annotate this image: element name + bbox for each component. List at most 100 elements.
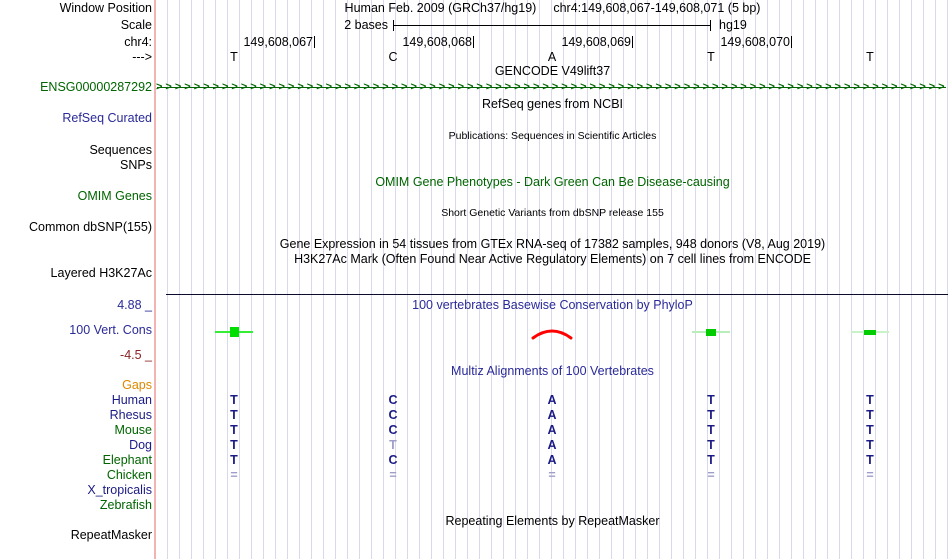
common-dbsnp-label[interactable]: Common dbSNP(155) [29,220,152,234]
window-position-title: Human Feb. 2009 (GRCh37/hg19) chr4:149,60… [155,1,950,15]
alignment-base: T [707,438,715,452]
gridline [299,0,300,559]
gridline [635,0,636,559]
gridline [947,0,948,559]
gridline [455,0,456,559]
alignment-base: T [230,438,238,452]
gridline [263,0,264,559]
gridline [479,0,480,559]
gridline [203,0,204,559]
conservation-track-title: 100 vertebrates Basewise Conservation by… [412,298,693,312]
alignment-base: = [389,468,397,482]
gridline [827,0,828,559]
gridline [731,0,732,559]
species-label-zebrafish[interactable]: Zebrafish [99,498,152,512]
gridline [515,0,516,559]
omim-track-title: OMIM Gene Phenotypes - Dark Green Can Be… [375,175,730,189]
gridline [419,0,420,559]
ruler-number: 149,608,067 [243,35,313,49]
gridline [167,0,168,559]
position-title: chr4:149,608,067-149,608,071 (5 bp) [553,1,761,15]
alignment-base: T [707,423,715,437]
alignment-base: A [547,453,557,467]
species-label-elephant[interactable]: Elephant [102,453,152,467]
species-label-x_tropicalis[interactable]: X_tropicalis [87,483,152,497]
gridline [707,0,708,559]
alignment-base: = [866,468,874,482]
scale-bar-tick [710,20,711,31]
alignment-base: T [866,423,874,437]
gridline [803,0,804,559]
window-position-row-label: Window Position [59,1,152,15]
gridline [359,0,360,559]
gridline [383,0,384,559]
gridline [791,0,792,559]
species-label-chicken[interactable]: Chicken [106,468,152,482]
gridline [467,0,468,559]
publications-label-snps[interactable]: SNPs [120,158,152,172]
alignment-base: = [707,468,715,482]
publications-label-sequences[interactable]: Sequences [89,143,152,157]
gridline [671,0,672,559]
gridline [215,0,216,559]
alignment-base: A [547,438,557,452]
alignment-base: T [230,393,238,407]
reference-base: T [230,50,238,64]
gridline [443,0,444,559]
alignment-base: = [230,468,238,482]
alignment-base: T [866,453,874,467]
gridline [659,0,660,559]
gridline [335,0,336,559]
ruler-number: 149,608,070 [720,35,790,49]
gridline [899,0,900,559]
scale-bar-assembly: hg19 [719,18,747,32]
scale-bar-label: 2 bases [344,18,388,32]
alignment-base: T [230,423,238,437]
repeatmasker-label[interactable]: RepeatMasker [70,528,152,542]
chrom-row-label: chr4: [124,35,152,49]
ruler-tick-mark [314,36,315,48]
repeatmasker-track-title: Repeating Elements by RepeatMasker [445,514,660,528]
window-left-boundary-line [154,0,156,559]
species-label-mouse[interactable]: Mouse [114,423,152,437]
refseq-curated-label[interactable]: RefSeq Curated [62,111,152,125]
conservation-mark-square [229,327,239,337]
layered-h3k27ac-label[interactable]: Layered H3K27Ac [50,266,152,280]
reference-base: T [707,50,715,64]
omim-genes-label[interactable]: OMIM Genes [77,189,152,203]
conservation-min-value: -4.5 _ [120,348,152,362]
species-label-rhesus[interactable]: Rhesus [109,408,152,422]
alignment-base: T [866,393,874,407]
gridline [599,0,600,559]
gridline [287,0,288,559]
vert-cons-label[interactable]: 100 Vert. Cons [69,323,152,337]
publications-track-title: Publications: Sequences in Scientific Ar… [448,130,657,142]
forward-strand-arrows[interactable]: >>>>>>>>>>>>>>>>>>>>>>>>>>>>>>>>>>>>>>>>… [156,81,948,93]
gridline [347,0,348,559]
gridline [623,0,624,559]
gridline [887,0,888,559]
refseq-track-title: RefSeq genes from NCBI [481,97,624,111]
alignment-base: T [866,438,874,452]
gaps-row-label[interactable]: Gaps [122,378,152,392]
gridline [767,0,768,559]
gridline [815,0,816,559]
reference-base: C [388,50,398,64]
gridline [563,0,564,559]
gencode-track-title: GENCODE V49lift37 [494,64,611,78]
reference-base: A [547,50,557,64]
gencode-gene-label[interactable]: ENSG00000287292 [40,80,152,94]
scale-row-label: Scale [120,18,152,32]
multiz-track-title: Multiz Alignments of 100 Vertebrates [451,364,654,378]
gridline [527,0,528,559]
gridline [227,0,228,559]
alignment-base: C [388,453,398,467]
alignment-base: C [388,408,398,422]
species-label-dog[interactable]: Dog [129,438,152,452]
gridline [251,0,252,559]
gridline [491,0,492,559]
gridline [779,0,780,559]
ruler-tick-mark [473,36,474,48]
alignment-base: C [388,423,398,437]
species-label-human[interactable]: Human [111,393,152,407]
